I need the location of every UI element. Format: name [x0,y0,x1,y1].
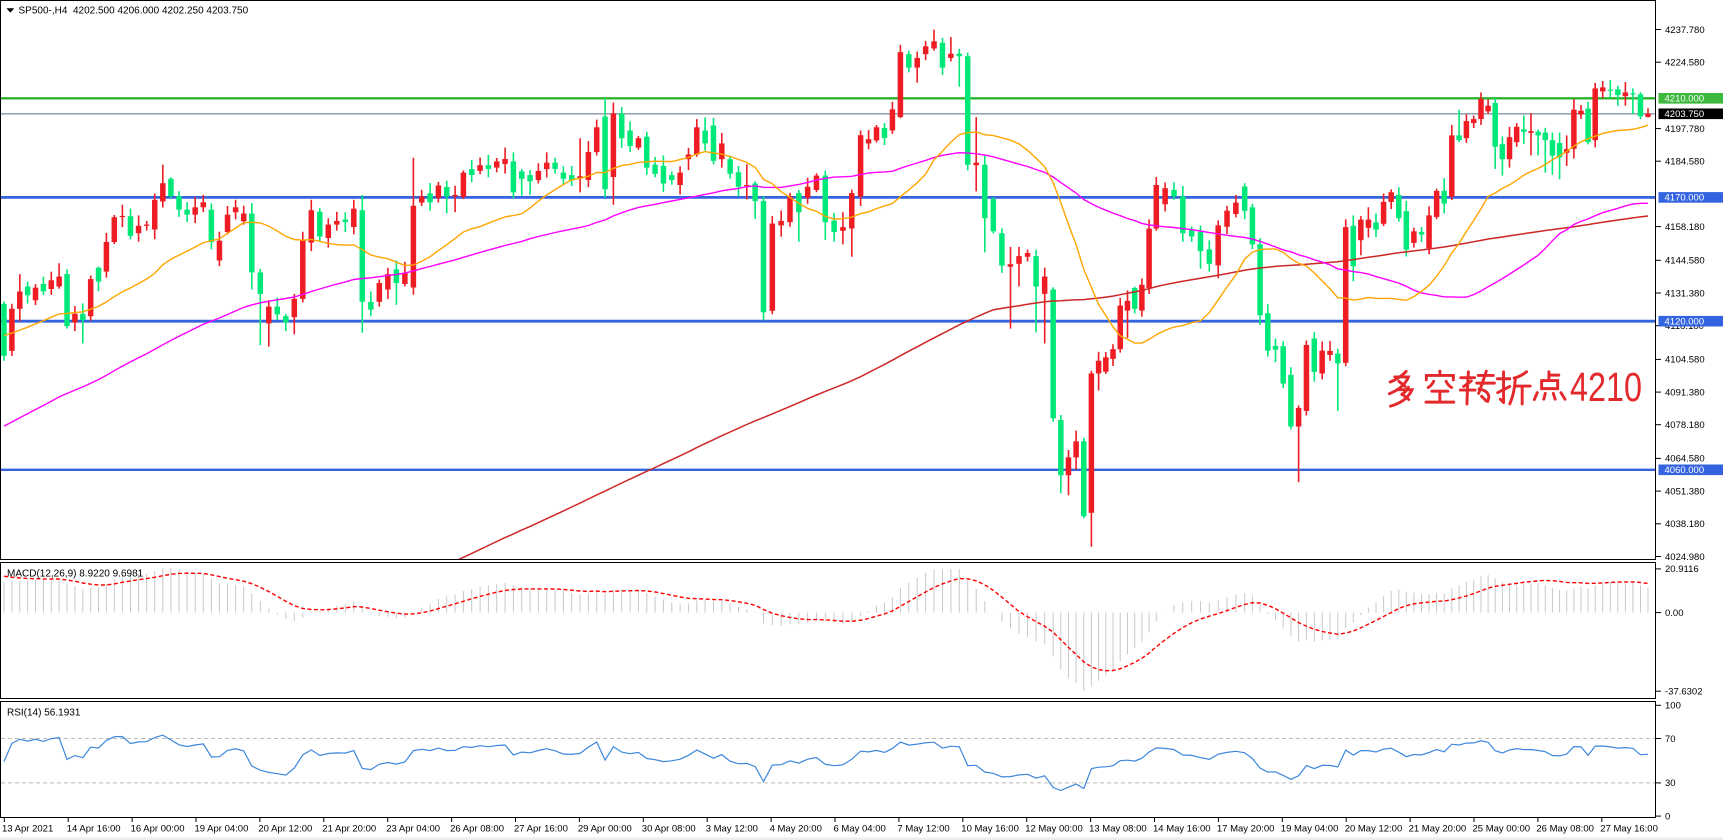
svg-text:30 Apr 08:00: 30 Apr 08:00 [642,824,696,835]
svg-text:19 Apr 04:00: 19 Apr 04:00 [195,824,249,835]
svg-text:4170.000: 4170.000 [1665,193,1705,204]
svg-text:25 May 00:00: 25 May 00:00 [1473,824,1531,835]
svg-text:4144.580: 4144.580 [1665,256,1705,267]
svg-text:19 May 04:00: 19 May 04:00 [1281,824,1339,835]
svg-text:RSI(14) 56.1931: RSI(14) 56.1931 [7,708,81,719]
svg-text:13 May 08:00: 13 May 08:00 [1089,824,1147,835]
svg-text:4197.780: 4197.780 [1665,124,1705,135]
svg-text:6 May 04:00: 6 May 04:00 [834,824,886,835]
svg-text:SP500-,H4 4202.500 4206.000 4: SP500-,H4 4202.500 4206.000 4202.250 420… [19,6,249,17]
svg-text:4210.000: 4210.000 [1665,94,1705,105]
svg-text:4024.980: 4024.980 [1665,552,1705,563]
svg-text:29 Apr 00:00: 29 Apr 00:00 [578,824,632,835]
svg-text:4091.380: 4091.380 [1665,387,1705,398]
svg-text:20 May 12:00: 20 May 12:00 [1345,824,1403,835]
svg-text:4060.000: 4060.000 [1665,465,1705,476]
svg-text:4038.180: 4038.180 [1665,519,1705,530]
svg-text:4051.380: 4051.380 [1665,486,1705,497]
svg-text:4237.780: 4237.780 [1665,25,1705,36]
svg-text:4158.180: 4158.180 [1665,222,1705,233]
svg-text:-37.6302: -37.6302 [1665,687,1703,698]
svg-text:16 Apr 00:00: 16 Apr 00:00 [131,824,185,835]
svg-text:4184.580: 4184.580 [1665,157,1705,168]
svg-text:0: 0 [1665,811,1670,822]
svg-text:12 May 00:00: 12 May 00:00 [1025,824,1083,835]
svg-text:4224.580: 4224.580 [1665,58,1705,69]
svg-text:13 Apr 2021: 13 Apr 2021 [2,824,53,835]
svg-text:0.00: 0.00 [1665,608,1684,619]
svg-text:26 May 08:00: 26 May 08:00 [1536,824,1594,835]
svg-text:27 Apr 16:00: 27 Apr 16:00 [514,824,568,835]
svg-text:4078.180: 4078.180 [1665,420,1705,431]
svg-text:26 Apr 08:00: 26 Apr 08:00 [450,824,504,835]
svg-text:4120.000: 4120.000 [1665,317,1705,328]
svg-text:17 May 20:00: 17 May 20:00 [1217,824,1275,835]
svg-text:70: 70 [1665,734,1676,745]
svg-text:4203.750: 4203.750 [1665,109,1705,120]
svg-text:14 Apr 16:00: 14 Apr 16:00 [67,824,121,835]
svg-text:4131.380: 4131.380 [1665,288,1705,299]
svg-text:10 May 16:00: 10 May 16:00 [961,824,1019,835]
svg-text:21 May 20:00: 21 May 20:00 [1409,824,1467,835]
svg-text:23 Apr 04:00: 23 Apr 04:00 [386,824,440,835]
svg-text:3 May 12:00: 3 May 12:00 [706,824,758,835]
svg-text:21 Apr 20:00: 21 Apr 20:00 [322,824,376,835]
svg-text:4210: 4210 [1570,364,1642,410]
svg-text:100: 100 [1665,701,1681,712]
svg-text:27 May 16:00: 27 May 16:00 [1600,824,1658,835]
svg-text:30: 30 [1665,778,1676,789]
svg-text:7 May 12:00: 7 May 12:00 [897,824,949,835]
svg-text:4104.580: 4104.580 [1665,355,1705,366]
svg-text:20 Apr 12:00: 20 Apr 12:00 [258,824,312,835]
svg-text:MACD(12,26,9) 8.9220 9.6981: MACD(12,26,9) 8.9220 9.6981 [7,569,144,580]
svg-text:4 May 20:00: 4 May 20:00 [770,824,822,835]
svg-text:20.9116: 20.9116 [1665,564,1699,575]
svg-text:14 May 16:00: 14 May 16:00 [1153,824,1211,835]
svg-text:4064.580: 4064.580 [1665,454,1705,465]
